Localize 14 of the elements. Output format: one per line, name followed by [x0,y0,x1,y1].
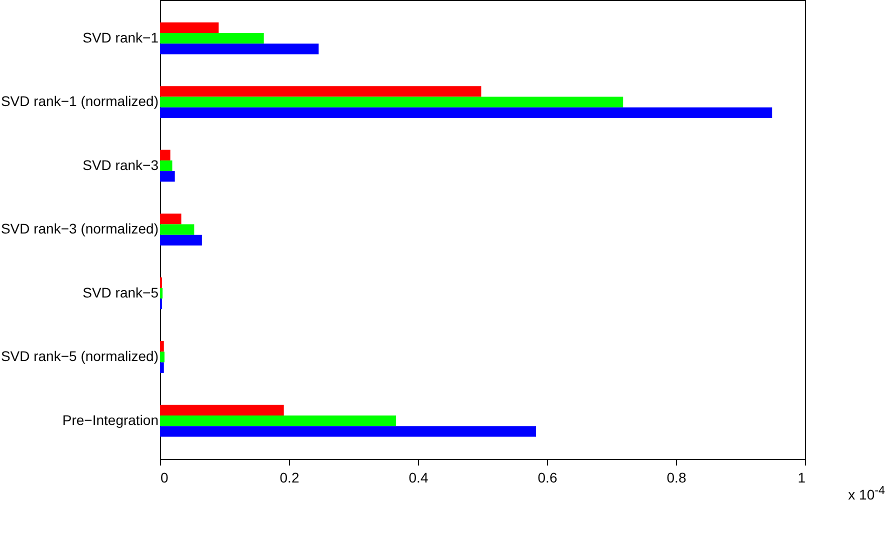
y-tick-label: Pre−Integration [62,412,158,428]
y-tick-label: SVD rank−3 (normalized) [0,220,158,236]
y-tick-label: SVD rank−5 (normalized) [0,348,158,364]
y-tick-label: SVD rank−1 [82,29,159,46]
y-tick-label: SVD rank−5 [82,284,159,300]
x-tick-label: 0 [160,470,168,486]
text: x 10$^{-4}$ [848,484,885,503]
x-tick-label: 0.8 [666,470,686,486]
y-tick-label: SVD rank−3 [82,156,159,173]
x-tick-label: 0.6 [538,470,558,486]
x-tick-label: 1 [798,470,806,486]
x-tick-label: 0.4 [408,470,428,486]
y-tick-label: SVD rank−1 (normalized) [0,93,158,109]
x-tick-label: 0.2 [280,470,300,486]
